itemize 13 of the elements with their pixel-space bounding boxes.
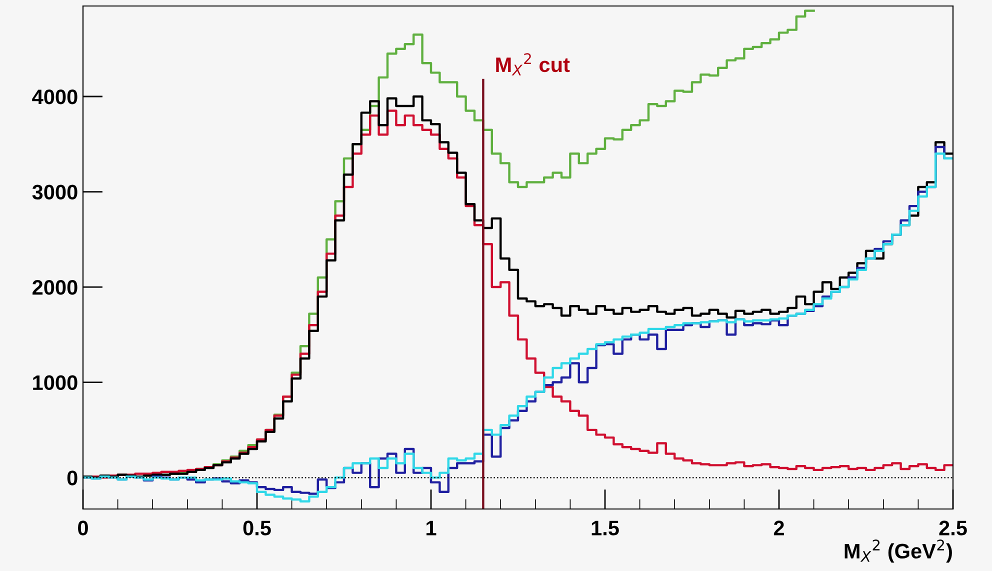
ref-line-label: M$_{X}$$^{2}$ cut xyxy=(496,53,570,76)
y-tick-label: 2000 xyxy=(32,280,78,295)
y-tick-label: 0 xyxy=(67,470,78,486)
y-tick-label: 3000 xyxy=(32,184,78,200)
x-tick-label: 1 xyxy=(426,520,436,536)
x-tick-label: 2.5 xyxy=(939,520,967,536)
y-tick-label: 4000 xyxy=(32,90,78,104)
x-tick-label: 0.5 xyxy=(243,520,271,536)
x-axis-title: M$_{X}$$^{2}$ (GeV$^{2}$) xyxy=(844,540,952,563)
x-tick-label: 2 xyxy=(774,520,784,536)
x-tick-label: 0 xyxy=(78,520,88,536)
x-tick-label: 1.5 xyxy=(592,520,619,536)
y-tick-label: 1000 xyxy=(33,375,78,390)
